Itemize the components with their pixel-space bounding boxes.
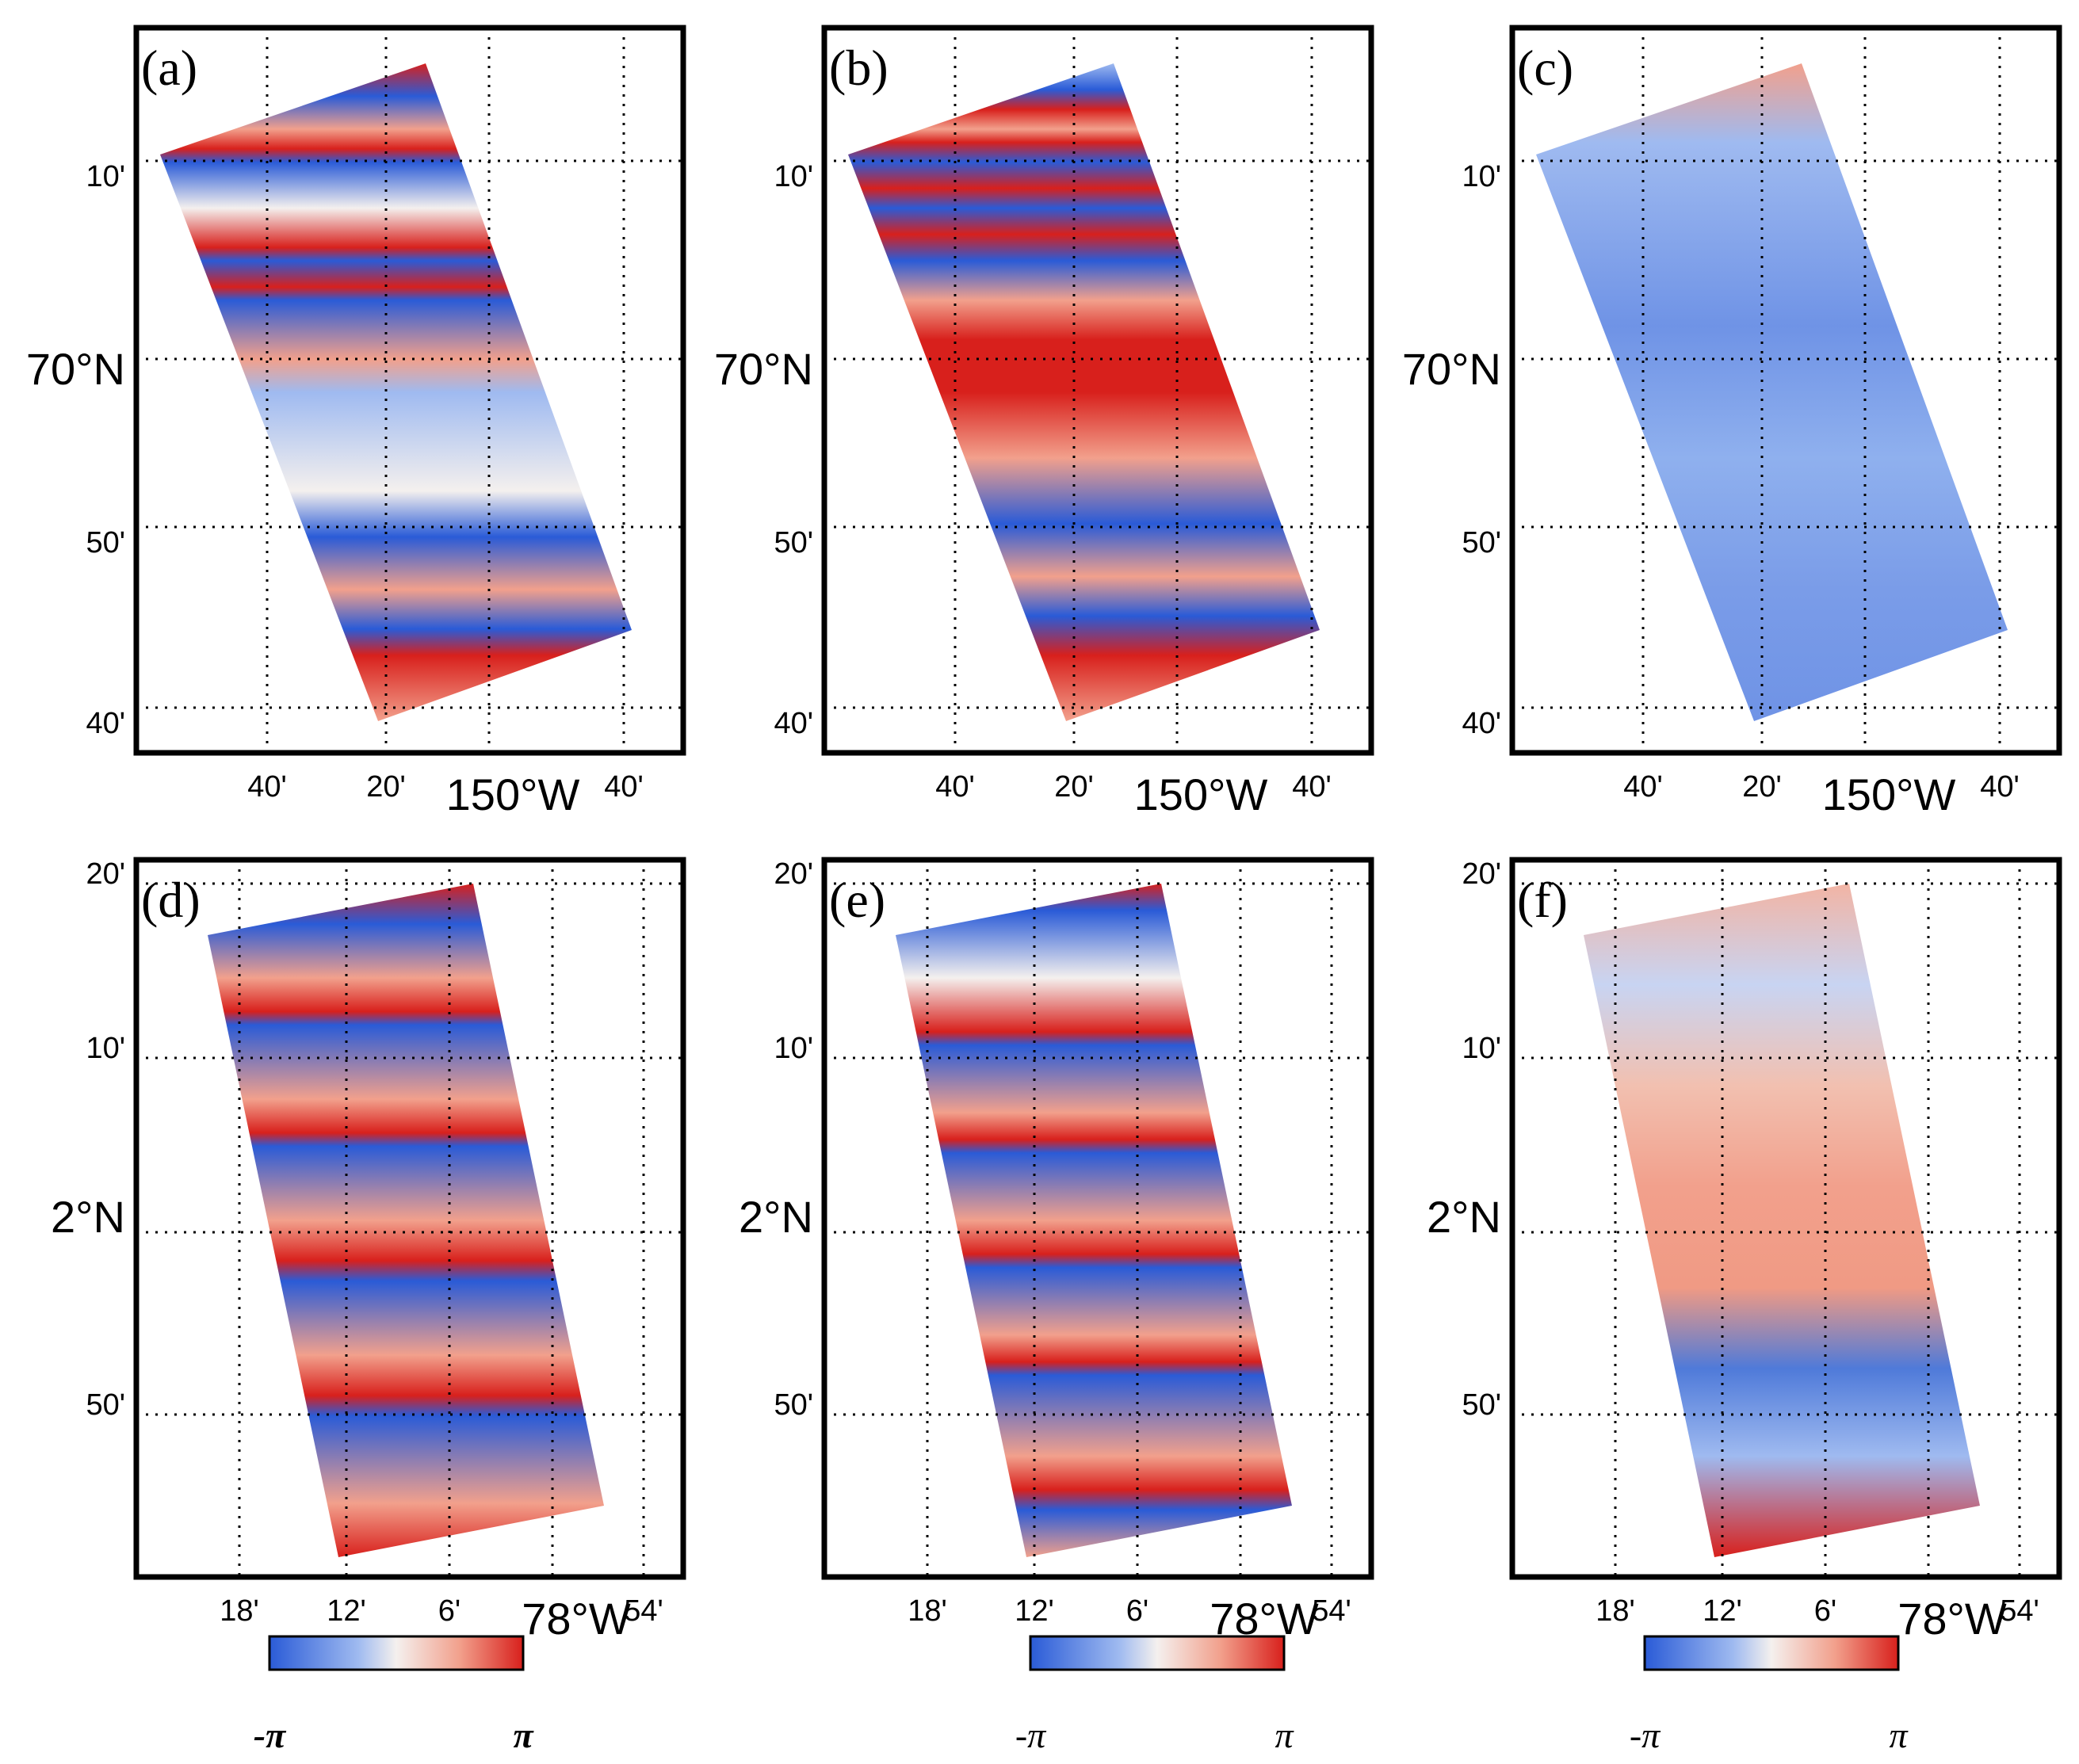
y-tick-label: 10' bbox=[86, 1032, 125, 1065]
x-tick-label: 40' bbox=[1292, 770, 1332, 804]
colorbar-f: -π π bbox=[1630, 1635, 1909, 1755]
y-tick-label: 50' bbox=[86, 526, 125, 559]
colorbar-gradient-e bbox=[1029, 1635, 1286, 1671]
x-tick-label: 12' bbox=[327, 1594, 366, 1628]
colorbar-e: -π π bbox=[1015, 1635, 1294, 1755]
panel-frame-d bbox=[133, 857, 686, 1580]
x-tick-label: 40' bbox=[935, 770, 975, 804]
panel-label-a: (a) bbox=[141, 40, 197, 96]
panel-frame-c bbox=[1509, 25, 2062, 756]
y-tick-label: 50' bbox=[774, 526, 813, 559]
colorbar-min-label: -π bbox=[254, 1715, 287, 1755]
y-tick-label: 2°N bbox=[739, 1192, 813, 1242]
phase-swath-b bbox=[848, 63, 1320, 721]
y-tick-label: 50' bbox=[1462, 1388, 1501, 1422]
y-tick-label: 70°N bbox=[26, 344, 125, 394]
x-tick-label: 40' bbox=[1980, 770, 2020, 804]
panel-label-d: (d) bbox=[141, 872, 201, 928]
x-tick-label: 20' bbox=[1742, 770, 1782, 804]
panel-d: (d) 20' 10' 2°N 50' 18' 12' 6' 78°W54' bbox=[51, 857, 686, 1644]
x-tick-label: 40' bbox=[247, 770, 287, 804]
y-tick-label: 40' bbox=[774, 707, 813, 740]
y-tick-label: 70°N bbox=[1402, 344, 1501, 394]
x-tick-label: 150°W bbox=[446, 769, 580, 819]
panel-frame-e bbox=[821, 857, 1374, 1580]
y-tick-label: 10' bbox=[1462, 160, 1501, 193]
panel-b: (b) 10' 70°N 50' 40' 40' 20' 150°W 40' bbox=[714, 25, 1374, 819]
x-tick-label: 40' bbox=[604, 770, 644, 804]
colorbar-gradient-d bbox=[268, 1635, 525, 1671]
colorbar-min-label: -π bbox=[1630, 1715, 1661, 1755]
panel-c: (c) 10' 70°N 50' 40' 40' 20' 150°W 40' bbox=[1402, 25, 2062, 819]
panel-f: (f) 20' 10' 2°N 50' 18' 12' 6' 78°W54' bbox=[1427, 857, 2062, 1644]
y-tick-label: 10' bbox=[1462, 1032, 1501, 1065]
y-tick-label: 10' bbox=[774, 160, 813, 193]
colorbar-d: -π π bbox=[254, 1635, 534, 1755]
colorbar-gradient-f bbox=[1643, 1635, 1900, 1671]
x-tick-label: 20' bbox=[1054, 770, 1094, 804]
y-tick-label: 10' bbox=[774, 1032, 813, 1065]
y-tick-label: 20' bbox=[1462, 857, 1501, 891]
phase-swath-e bbox=[896, 884, 1292, 1557]
x-tick-label: 54' bbox=[624, 1594, 663, 1628]
x-tick-label: 6' bbox=[1814, 1594, 1836, 1628]
y-tick-label: 40' bbox=[86, 707, 125, 740]
y-tick-label: 50' bbox=[774, 1388, 813, 1422]
phase-swath-f bbox=[1584, 884, 1980, 1557]
colorbar-max-label: π bbox=[1889, 1715, 1909, 1755]
panel-frame-b bbox=[821, 25, 1374, 756]
y-tick-label: 2°N bbox=[1427, 1192, 1501, 1242]
y-tick-label: 50' bbox=[86, 1388, 125, 1422]
y-tick-label: 20' bbox=[86, 857, 125, 891]
colorbar-min-label: -π bbox=[1015, 1715, 1047, 1755]
x-tick-label: 20' bbox=[366, 770, 406, 804]
x-tick-label: 54' bbox=[1312, 1594, 1351, 1628]
panel-label-f: (f) bbox=[1517, 872, 1568, 928]
y-tick-label: 2°N bbox=[51, 1192, 125, 1242]
x-tick-label: 40' bbox=[1623, 770, 1663, 804]
x-tick-label: 12' bbox=[1015, 1594, 1054, 1628]
x-tick-label: 150°W bbox=[1822, 769, 1956, 819]
phase-swath-a bbox=[160, 63, 632, 721]
x-tick-label: 12' bbox=[1703, 1594, 1742, 1628]
x-tick-label: 6' bbox=[438, 1594, 461, 1628]
y-tick-label: 20' bbox=[774, 857, 813, 891]
panel-frame-f bbox=[1509, 857, 2062, 1580]
colorbar-max-label: π bbox=[513, 1715, 534, 1755]
y-tick-label: 40' bbox=[1462, 707, 1501, 740]
panel-label-c: (c) bbox=[1517, 40, 1573, 96]
y-tick-label: 50' bbox=[1462, 526, 1501, 559]
x-tick-label: 150°W bbox=[1134, 769, 1268, 819]
panel-frame-a bbox=[133, 25, 686, 756]
phase-swath-c bbox=[1536, 63, 2008, 721]
y-tick-label: 10' bbox=[86, 160, 125, 193]
x-tick-label: 18' bbox=[220, 1594, 259, 1628]
phase-swath-d bbox=[208, 884, 604, 1557]
colorbar-max-label: π bbox=[1275, 1715, 1294, 1755]
panel-e: (e)20'10'2°N50'18' 12' 6' 78°W54' bbox=[739, 857, 1374, 1644]
panel-label-b: (b) bbox=[829, 40, 889, 96]
y-tick-label: 70°N bbox=[714, 344, 813, 394]
panel-a: (a) 10' 70°N 50' 40' 40' 20' 150°W 40' bbox=[26, 25, 686, 819]
x-tick-label: 78°W bbox=[1897, 1594, 2007, 1644]
panel-label-e: (e) bbox=[829, 872, 885, 928]
x-tick-label: 78°W bbox=[522, 1594, 631, 1644]
x-tick-label: 54' bbox=[2000, 1594, 2039, 1628]
x-tick-label: 18' bbox=[908, 1594, 947, 1628]
x-tick-label: 18' bbox=[1596, 1594, 1635, 1628]
x-tick-label: 6' bbox=[1126, 1594, 1148, 1628]
